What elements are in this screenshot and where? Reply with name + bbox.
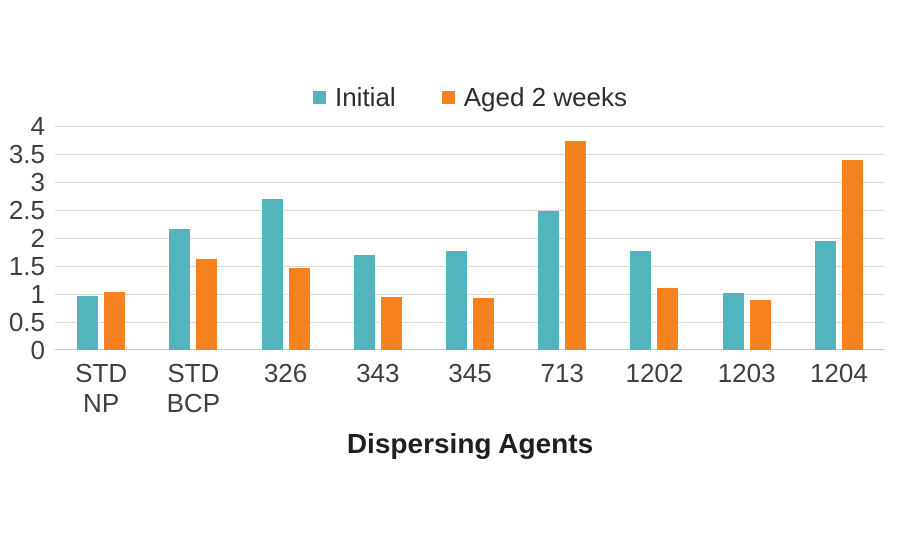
y-tick-label-0-5: 0.5 [8,307,45,337]
bar-initial-345 [445,250,467,350]
y-tick-label-1: 1 [30,279,45,309]
bar-aged-2-weeks-1202 [657,287,679,350]
x-axis-label-1204: 1204 [809,358,868,388]
bar-initial-1202 [630,250,652,350]
gridline-4 [55,126,885,127]
gridline-2 [55,238,885,239]
x-axis-label-326: 326 [263,358,308,388]
x-axis-label-1202: 1202 [625,358,684,388]
y-tick-label-0: 0 [30,335,45,365]
legend-item-aged-2-weeks: Aged 2 weeks [441,82,628,113]
y-tick-label-2: 2 [30,223,45,253]
y-tick-label-2-5: 2.5 [8,195,45,225]
gridline-0-5 [55,322,885,323]
bar-initial-1203 [722,292,744,350]
bar-aged-2-weeks-std-np [104,291,126,350]
x-axis-label-1203: 1203 [717,358,776,388]
x-axis-title: Dispersing Agents [346,428,594,459]
bar-group-std-bcp [147,126,239,350]
bar-initial-713 [538,211,560,350]
legend-swatch-aged-2-weeks-icon [441,91,455,104]
x-axis-label-std-bcp: STD BCP [166,358,221,418]
bar-aged-2-weeks-713 [565,140,587,350]
y-tick-label-4: 4 [30,111,45,141]
x-axis-label-343: 343 [356,358,400,388]
gridline-0 [55,349,885,350]
bar-group-std-np [55,126,147,350]
bar-initial-1204 [814,240,836,350]
x-axis-labels: STD NP STD BCP 326 343 345 713 1202 1203 1204 [55,358,885,418]
bar-initial-326 [261,199,283,350]
bar-aged-2-weeks-std-bcp [196,259,218,350]
legend-label-initial: Initial [334,82,396,112]
bar-aged-2-weeks-343 [380,296,402,350]
bar-group-1202 [608,126,700,350]
y-tick-label-3: 3 [30,167,45,197]
chart-legend: Initial Aged 2 weeks [55,82,885,113]
gridline-2-5 [55,210,885,211]
bar-initial-343 [353,255,375,350]
bar-aged-2-weeks-345 [472,298,494,350]
legend-swatch-initial-icon [312,91,326,104]
gridline-1 [55,294,885,295]
gridline-3-5 [55,154,885,155]
plot-area: 0 0.5 1 1.5 2 2.5 3 3.5 4 STD NP STD BCP 326 343 345… [9,112,885,418]
bar-aged-2-weeks-1204 [841,159,863,350]
legend-label-aged-2-weeks: Aged 2 weeks [463,82,628,112]
gridline-1-5 [55,266,885,267]
bar-aged-2-weeks-1203 [749,300,771,350]
bar-group-343 [332,126,424,350]
bar-group-1203 [701,126,793,350]
bars-layer [55,126,885,350]
x-axis-label-345: 345 [448,358,492,388]
legend-item-initial: Initial [312,82,396,113]
bar-group-1204 [793,126,885,350]
bar-aged-2-weeks-326 [288,268,310,350]
bar-group-326 [239,126,331,350]
y-tick-label-1-5: 1.5 [8,251,45,281]
y-tick-label-3-5: 3.5 [8,139,45,169]
x-axis-label-std-np: STD NP [75,358,128,418]
x-axis-label-713: 713 [540,358,584,388]
bar-group-345 [424,126,516,350]
gridline-3 [55,182,885,183]
bar-initial-std-bcp [169,229,191,350]
bar-group-713 [516,126,608,350]
bar-initial-std-np [77,295,99,350]
